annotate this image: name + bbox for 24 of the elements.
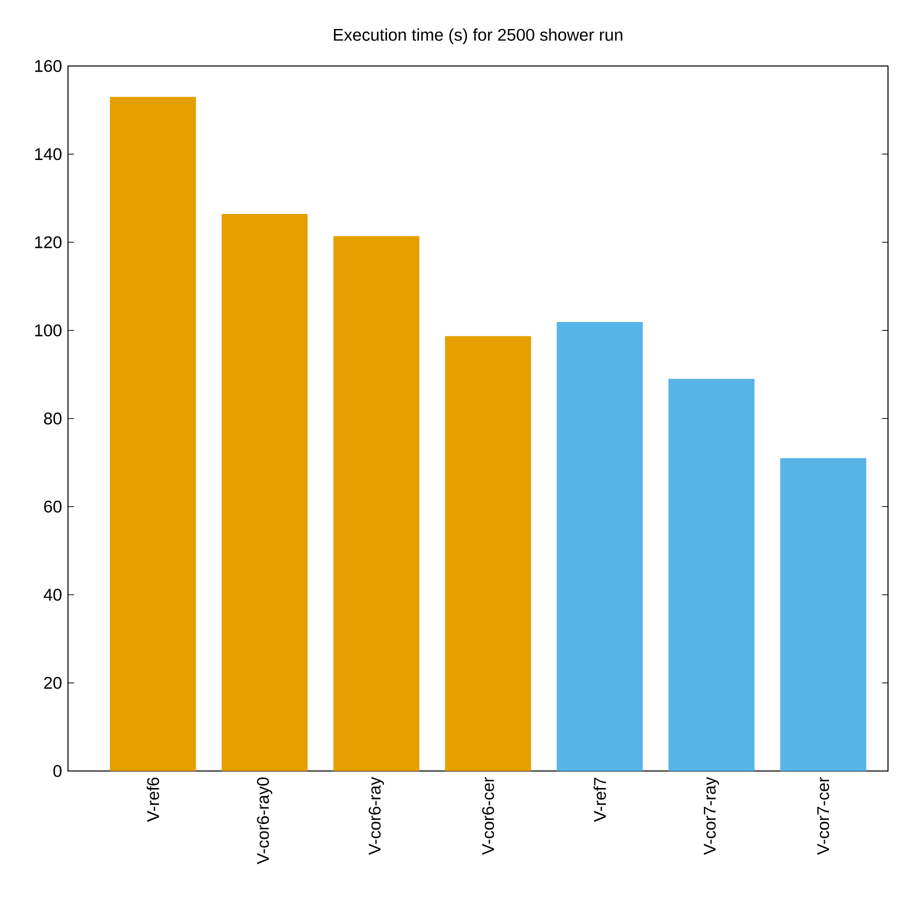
x-tick-label: V-cor6-cer — [482, 777, 494, 855]
bar — [222, 214, 308, 771]
bar — [668, 378, 755, 771]
x-tick-label: V-cor7-cer — [817, 777, 830, 855]
bar — [780, 458, 866, 771]
y-tick-label: 20 — [44, 676, 62, 689]
y-tick-label: 140 — [35, 148, 62, 160]
bar — [556, 322, 643, 771]
y-tick-label: 120 — [35, 236, 62, 248]
x-tick-label: V-cor6-ray — [368, 776, 384, 855]
bar — [333, 236, 420, 771]
x-tick-label: V-cor6-ray0 — [256, 777, 272, 864]
y-tick-label: 100 — [35, 324, 62, 336]
chart-title: Execution time (s) for 2500 shower run — [334, 28, 622, 44]
y-tick-label: 60 — [44, 500, 62, 513]
y-tick-label: 80 — [44, 412, 62, 424]
bar — [445, 336, 532, 771]
y-tick-label: 160 — [35, 60, 62, 72]
y-tick-label: 0 — [53, 764, 62, 777]
x-tick-label: V-cor7-ray — [704, 776, 720, 855]
x-tick-label: V-ref6 — [146, 778, 160, 822]
x-tick-label: V-ref7 — [594, 778, 606, 822]
bar — [110, 96, 196, 771]
y-tick-label: 40 — [44, 588, 62, 601]
